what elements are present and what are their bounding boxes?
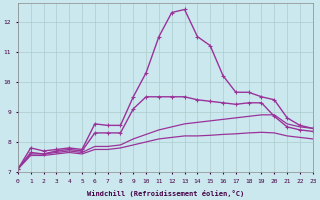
- X-axis label: Windchill (Refroidissement éolien,°C): Windchill (Refroidissement éolien,°C): [87, 190, 244, 197]
